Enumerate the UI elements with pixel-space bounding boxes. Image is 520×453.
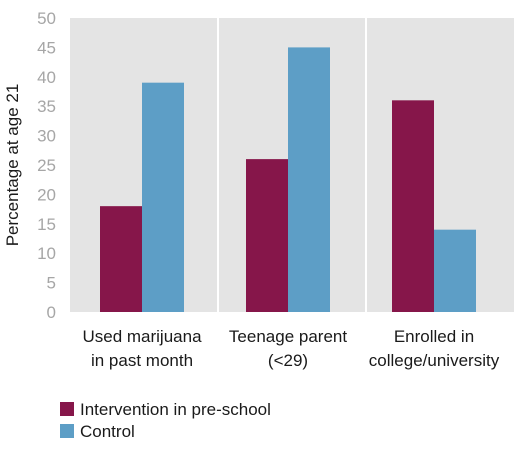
x-category-label: Enrolled in [394, 327, 474, 346]
y-tick-label: 0 [47, 303, 56, 322]
y-tick-label: 5 [47, 274, 56, 293]
y-tick-label: 20 [37, 185, 56, 204]
bar-intervention-2 [392, 100, 434, 312]
y-axis-ticks: 0 5 10 15 20 25 30 35 40 45 50 [37, 9, 56, 322]
x-category-label: Teenage parent [229, 327, 347, 346]
bars [100, 47, 476, 313]
bar-intervention-1 [246, 159, 288, 312]
y-tick-label: 35 [37, 97, 56, 116]
bar-control-2 [434, 229, 476, 312]
legend-swatch [60, 402, 74, 416]
x-category-label: (<29) [268, 351, 308, 370]
x-category-label: college/university [369, 351, 500, 370]
x-category-label: in past month [91, 351, 193, 370]
y-axis-title: Percentage at age 21 [3, 84, 22, 247]
legend-swatch [60, 424, 74, 438]
y-tick-label: 40 [37, 68, 56, 87]
y-tick-label: 25 [37, 156, 56, 175]
x-axis-labels: Used marijuana in past month Teenage paren… [82, 327, 499, 370]
legend: Intervention in pre-school Control [60, 400, 271, 441]
y-tick-label: 50 [37, 9, 56, 28]
y-tick-label: 45 [37, 38, 56, 57]
x-category-label: Used marijuana [82, 327, 202, 346]
category-separators [217, 18, 367, 312]
y-tick-label: 15 [37, 215, 56, 234]
bar-control-0 [142, 82, 184, 313]
legend-label: Intervention in pre-school [80, 400, 271, 419]
y-tick-label: 30 [37, 127, 56, 146]
y-tick-label: 10 [37, 244, 56, 263]
legend-label: Control [80, 422, 135, 441]
bar-control-1 [288, 47, 330, 313]
bar-intervention-0 [100, 206, 142, 312]
